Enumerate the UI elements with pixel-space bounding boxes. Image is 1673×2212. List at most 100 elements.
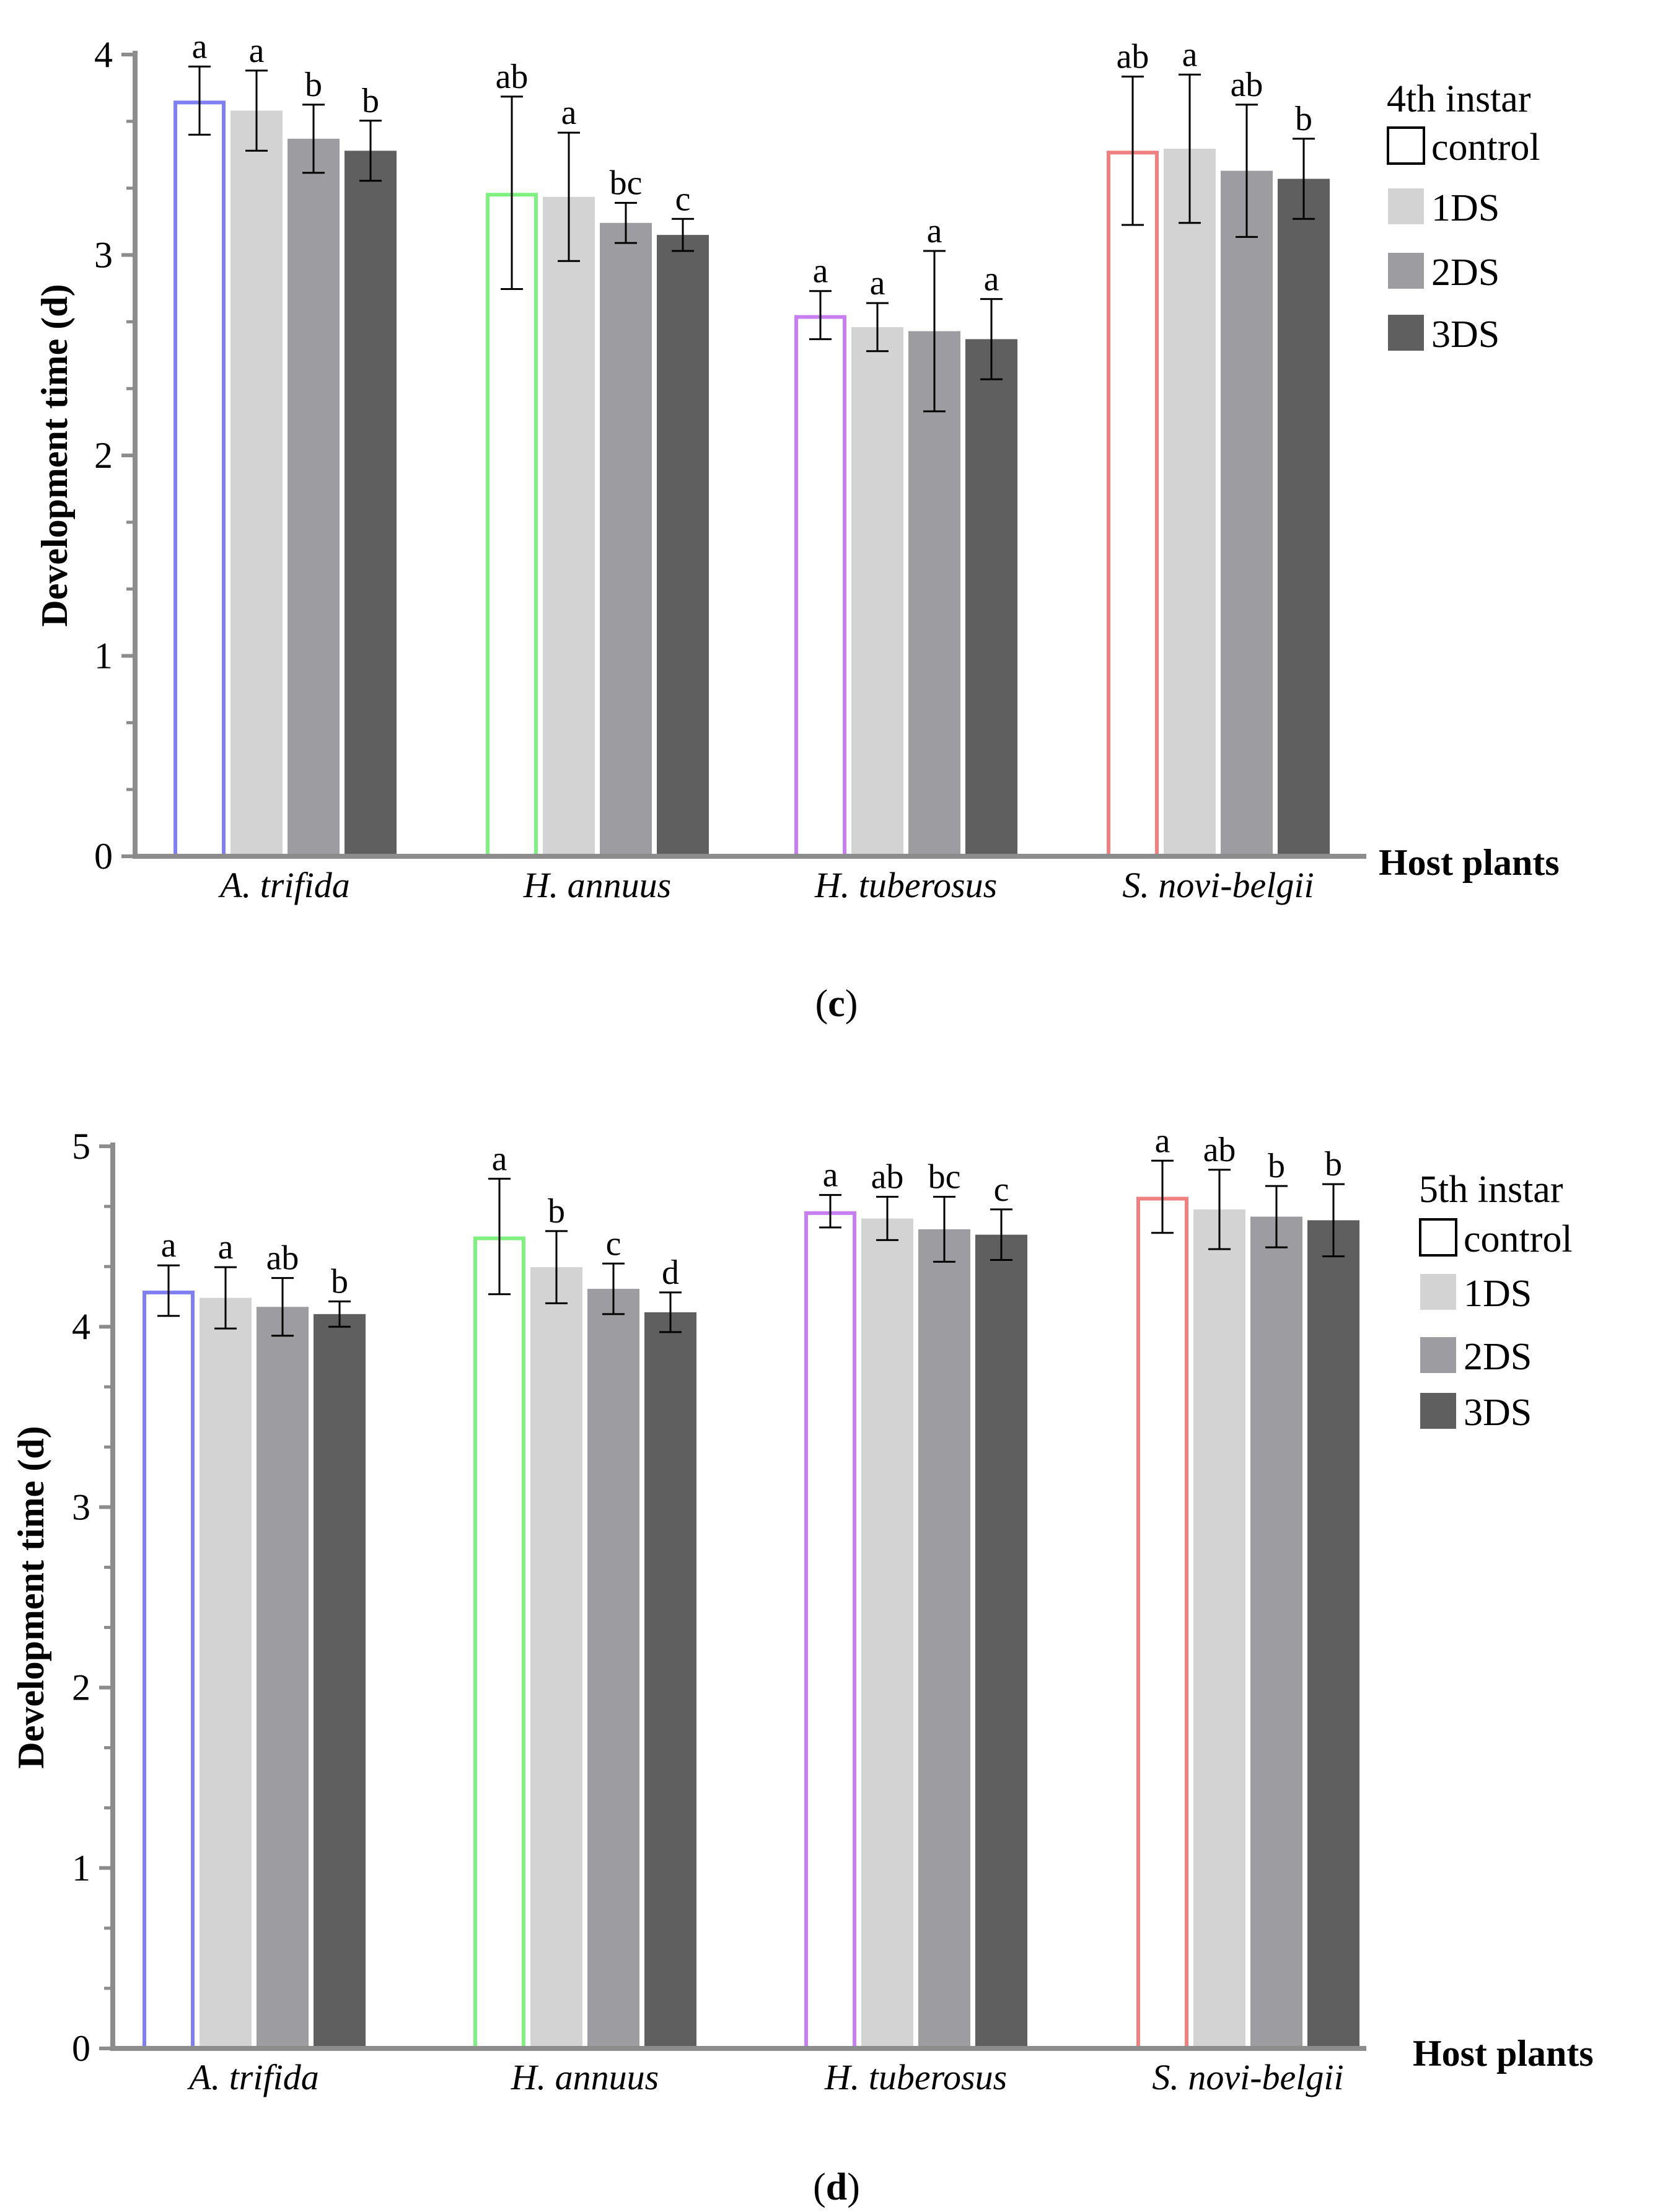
square-swatch-icon [1387, 126, 1425, 165]
significance-letter: b [331, 1262, 348, 1301]
error-bar [672, 217, 694, 252]
square-swatch-icon [1420, 1393, 1456, 1429]
bar-3ds [1307, 1220, 1359, 2048]
legend-title: 5th instar [1419, 1169, 1563, 1211]
error-bar [866, 302, 889, 353]
bar-control [794, 315, 846, 858]
square-swatch-icon [1419, 1218, 1457, 1257]
significance-letter: b [1268, 1147, 1285, 1185]
error-bar [809, 290, 832, 340]
error-bar [488, 1177, 511, 1296]
significance-letter: a [492, 1139, 507, 1178]
bar-2ds [257, 1307, 309, 2048]
error-bar [615, 201, 637, 244]
bar-1ds [200, 1297, 252, 2048]
bar-2ds [918, 1229, 970, 2048]
error-bar [359, 120, 382, 182]
significance-letter: a [813, 252, 828, 291]
significance-letter: a [823, 1156, 838, 1195]
bar-3ds [644, 1312, 696, 2048]
significance-letter: b [362, 82, 379, 120]
square-swatch-icon [1420, 1274, 1456, 1310]
bar-1ds [851, 327, 903, 856]
legend-entry: 2DS [1464, 1336, 1532, 1378]
error-bar [188, 65, 211, 136]
error-bar [1265, 1185, 1288, 1249]
error-bar [1208, 1169, 1231, 1250]
error-bar [602, 1262, 625, 1315]
legend-entry: control [1431, 126, 1540, 169]
error-bar [501, 95, 523, 290]
y-tick-label: 5 [72, 1126, 90, 1167]
legend-entry: control [1464, 1218, 1573, 1260]
x-tick-label: S. novi-belgii [1152, 2057, 1343, 2097]
error-bar [245, 69, 268, 152]
error-bar [1151, 1159, 1174, 1234]
bar-3ds [1278, 178, 1330, 856]
significance-letter: c [606, 1224, 621, 1263]
bar-1ds [861, 1218, 913, 2048]
x-axis-label: Host plants [1379, 842, 1560, 883]
square-swatch-icon [1420, 1337, 1456, 1373]
square-swatch-icon [1388, 315, 1424, 351]
bar-3ds [965, 339, 1017, 856]
y-tick-label: 0 [94, 836, 113, 877]
legend-entry: 2DS [1431, 252, 1500, 294]
bar-control [1136, 1196, 1188, 2050]
bar-group-h-tuberosus: a a a a [794, 212, 1017, 858]
x-tick-label: H. annuus [523, 865, 671, 905]
bar-1ds [1164, 149, 1216, 856]
x-tick-label: A. trifida [187, 2057, 318, 2097]
significance-letter: ab [1203, 1131, 1236, 1169]
bar-group-s-novi-belgii: a ab b b [1136, 1121, 1359, 2050]
legend: 5th instar control 1DS 2DS 3DS [1419, 1169, 1573, 1434]
y-tick-label: 3 [94, 235, 113, 276]
bar-3ds [975, 1234, 1027, 2048]
y-tick-label: 4 [94, 34, 113, 75]
significance-letter: b [1325, 1145, 1342, 1183]
bar-2ds [600, 222, 652, 856]
bar-2ds [1250, 1216, 1302, 2048]
significance-letter: a [218, 1228, 234, 1266]
y-tick-label: 1 [72, 1848, 90, 1889]
x-axis-label: Host plants [1413, 2033, 1594, 2074]
panel-label: (c) [815, 983, 858, 1025]
significance-letter: a [927, 212, 942, 250]
y-tick-label: 3 [72, 1486, 90, 1527]
y-axis-label: Development time (d) [34, 284, 75, 626]
significance-letter: ab [266, 1239, 299, 1278]
legend-entry: 1DS [1464, 1273, 1532, 1315]
bar-group-a-trifida: a a b b [173, 27, 397, 858]
significance-letter: a [249, 32, 265, 70]
error-bar [302, 103, 325, 174]
error-bar [990, 1208, 1012, 1261]
bar-1ds [530, 1267, 582, 2048]
error-bar [558, 131, 580, 262]
bar-2ds [587, 1289, 639, 2048]
legend-title: 4th instar [1387, 78, 1531, 120]
significance-letter: a [161, 1226, 177, 1265]
x-tick-label: H. tuberosus [814, 865, 997, 905]
error-bar [1293, 138, 1315, 220]
significance-letter: c [675, 180, 691, 218]
x-tick-label: H. annuus [511, 2057, 659, 2097]
significance-letter: b [305, 66, 322, 104]
significance-letter: a [561, 94, 577, 132]
bar-control [173, 100, 226, 858]
significance-letter: b [548, 1192, 565, 1231]
bar-3ds [657, 235, 709, 856]
y-tick-label: 0 [72, 2028, 90, 2069]
x-tick-label: A. trifida [217, 865, 349, 905]
legend-entry: 1DS [1431, 187, 1500, 229]
bar-group-h-tuberosus: a ab bc c [804, 1156, 1027, 2050]
significance-letter: b [1295, 100, 1312, 138]
significance-letter: bc [610, 164, 643, 202]
error-bar [1322, 1183, 1345, 1258]
y-axis-label: Development time (d) [11, 1426, 51, 1768]
bar-2ds [908, 331, 960, 856]
bar-1ds [1193, 1209, 1245, 2048]
